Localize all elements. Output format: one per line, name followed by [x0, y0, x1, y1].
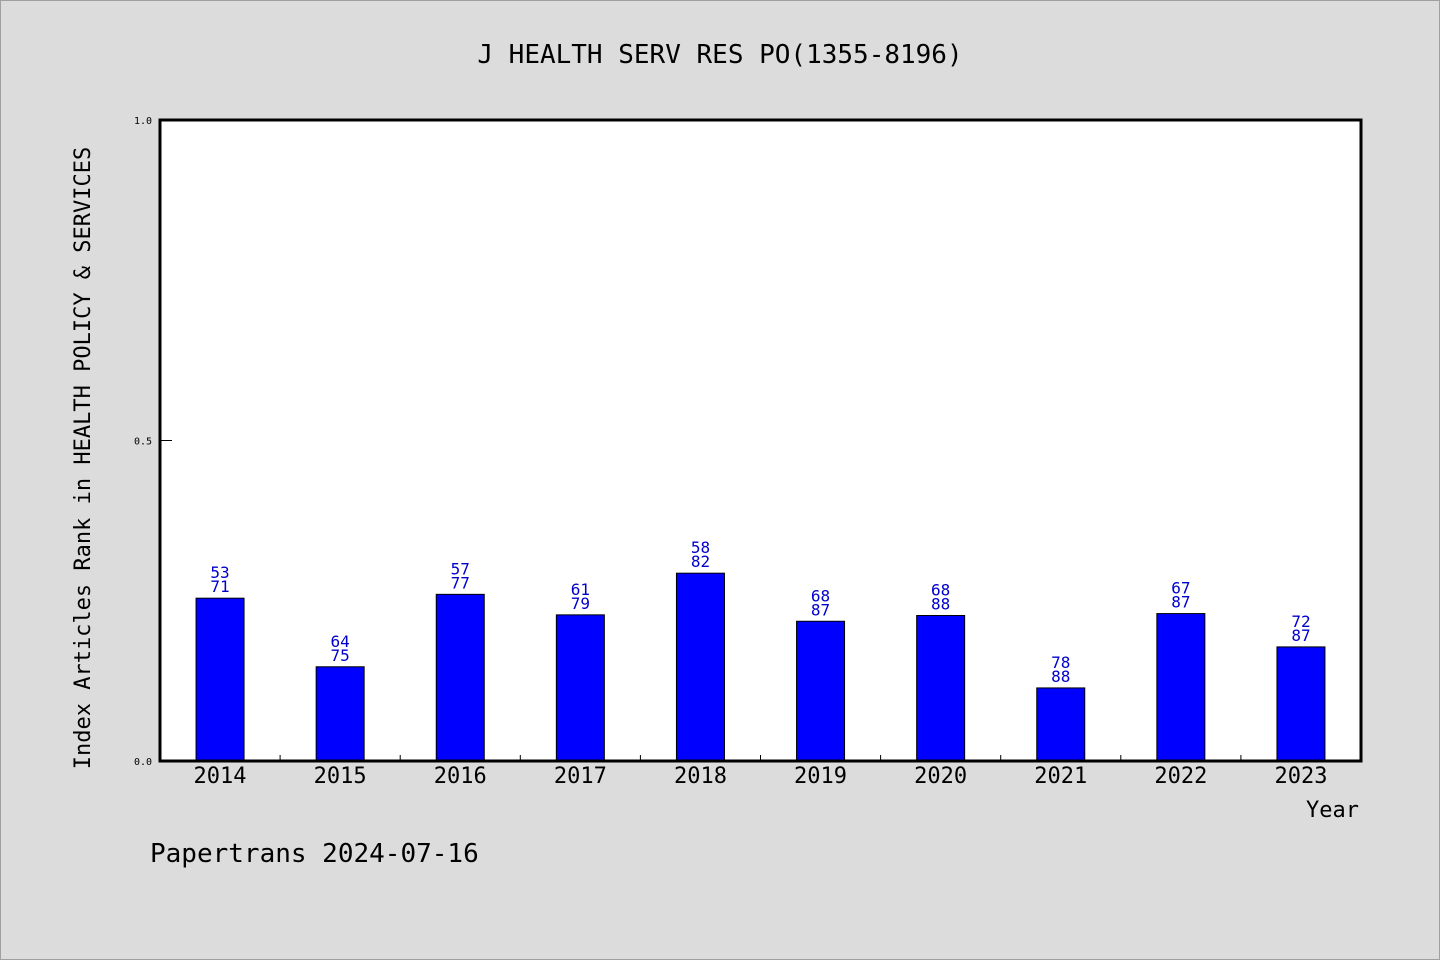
bar-label-top-2019: 68	[811, 586, 830, 605]
bar-label-top-2021: 78	[1051, 653, 1070, 672]
bar-label-bottom-2019: 87	[811, 600, 830, 619]
x-tick-label-2015: 2015	[314, 764, 367, 789]
x-tick-label-2021: 2021	[1034, 764, 1087, 789]
footer-text: Papertrans 2024-07-16	[150, 839, 479, 869]
bar-label-top-2014: 53	[210, 563, 229, 582]
y-axis-label: Index Articles Rank in HEALTH POLICY & S…	[71, 147, 96, 770]
x-tick-label-2018: 2018	[674, 764, 727, 789]
bar-label-bottom-2014: 71	[210, 577, 229, 596]
chart-title: J HEALTH SERV RES PO(1355-8196)	[477, 40, 962, 70]
bar-label-bottom-2015: 75	[331, 646, 350, 665]
x-tick-label-2020: 2020	[914, 764, 967, 789]
bar-label-bottom-2020: 88	[931, 594, 950, 613]
bar-label-top-2023: 72	[1291, 612, 1310, 631]
bar-label-top-2020: 68	[931, 580, 950, 599]
bar-2023	[1276, 646, 1326, 762]
bar-2014	[195, 597, 245, 762]
x-tick-label-2017: 2017	[554, 764, 607, 789]
x-tick-label-2016: 2016	[434, 764, 487, 789]
bar-label-bottom-2016: 77	[451, 573, 470, 592]
y-tick-label: 0.5	[134, 437, 152, 448]
bar-label-bottom-2021: 88	[1051, 667, 1070, 686]
bar-label-top-2018: 58	[691, 538, 710, 557]
x-tick-label-2019: 2019	[794, 764, 847, 789]
bar-2018	[675, 572, 725, 762]
x-tick-label-2023: 2023	[1274, 764, 1327, 789]
bar-label-top-2016: 57	[451, 559, 470, 578]
bars	[195, 572, 1326, 762]
bar-label-bottom-2017: 79	[571, 594, 590, 613]
y-tick-label: 0.0	[134, 757, 152, 768]
y-tick-label: 1.0	[134, 116, 152, 127]
bar-label-bottom-2023: 87	[1291, 626, 1310, 645]
bar-2022	[1156, 613, 1206, 762]
bar-2019	[796, 620, 846, 762]
x-ticks: 2014 2015 2016 2017 2018 2019 2020 2021 2022 2023	[194, 755, 1327, 789]
bar-2015	[315, 666, 365, 762]
bar-2016	[435, 593, 485, 762]
bar-label-top-2015: 64	[331, 632, 350, 651]
bar-2017	[555, 614, 605, 762]
bar-2021	[1036, 687, 1086, 762]
x-tick-label-2022: 2022	[1154, 764, 1207, 789]
plot-frame	[158, 118, 1363, 763]
bar-2020	[916, 614, 966, 762]
bar-label-top-2017: 61	[571, 580, 590, 599]
bar-label-bottom-2018: 82	[691, 552, 710, 571]
x-axis-label: Year	[1306, 798, 1359, 823]
bar-label-top-2022: 67	[1171, 579, 1190, 598]
bar-label-bottom-2022: 87	[1171, 593, 1190, 612]
x-tick-label-2014: 2014	[194, 764, 247, 789]
